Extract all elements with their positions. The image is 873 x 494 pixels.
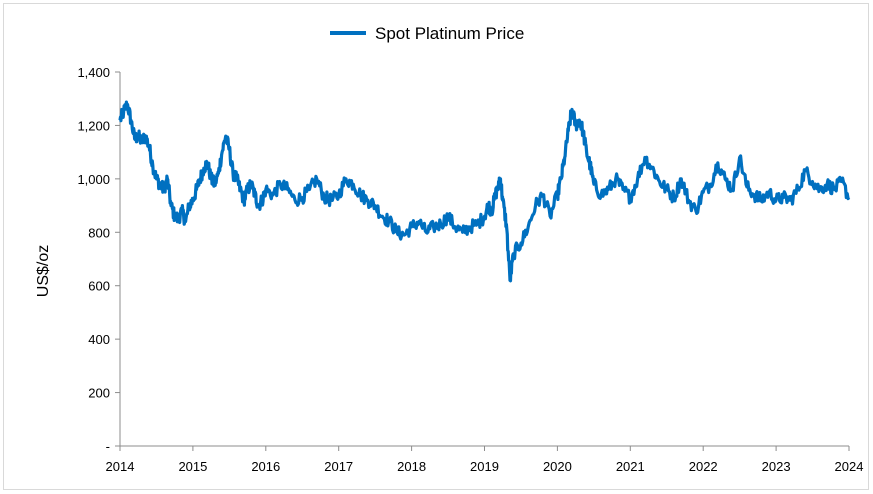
chart-frame — [3, 3, 869, 490]
x-tick-label: 2022 — [689, 459, 718, 474]
legend-label-spot-platinum: Spot Platinum Price — [375, 24, 524, 43]
x-axis: 2014 2015 2016 2017 2018 2019 2020 2021 2022 2023… — [106, 445, 864, 474]
x-tick-label: 2017 — [324, 459, 353, 474]
x-tick-label: 2014 — [106, 459, 135, 474]
x-tick-label: 2015 — [178, 459, 207, 474]
y-tick-label: 800 — [88, 225, 110, 240]
y-tick-label: 600 — [88, 279, 110, 294]
series-layer — [118, 100, 851, 283]
legend: Spot Platinum Price — [330, 24, 524, 43]
x-tick-label: 2021 — [616, 459, 645, 474]
x-tick-label: 2019 — [470, 459, 499, 474]
x-tick-label: 2016 — [251, 459, 280, 474]
y-tick-label: 1,400 — [77, 65, 110, 80]
y-tick-label: 1,000 — [77, 172, 110, 187]
y-tick-label: 1,200 — [77, 118, 110, 133]
series-line-spot-platinum-price — [118, 100, 851, 283]
y-tick-label: 400 — [88, 332, 110, 347]
y-tick-label: - — [106, 439, 110, 454]
x-tick-label: 2018 — [397, 459, 426, 474]
x-tick-label: 2020 — [543, 459, 572, 474]
y-tick-label: 200 — [88, 386, 110, 401]
x-tick-label: 2023 — [762, 459, 791, 474]
x-tick-label: 2024 — [835, 459, 864, 474]
y-axis: - 200 400 600 800 1,000 1,200 1,400 — [77, 65, 121, 454]
y-axis-label: US$/oz — [35, 245, 52, 297]
